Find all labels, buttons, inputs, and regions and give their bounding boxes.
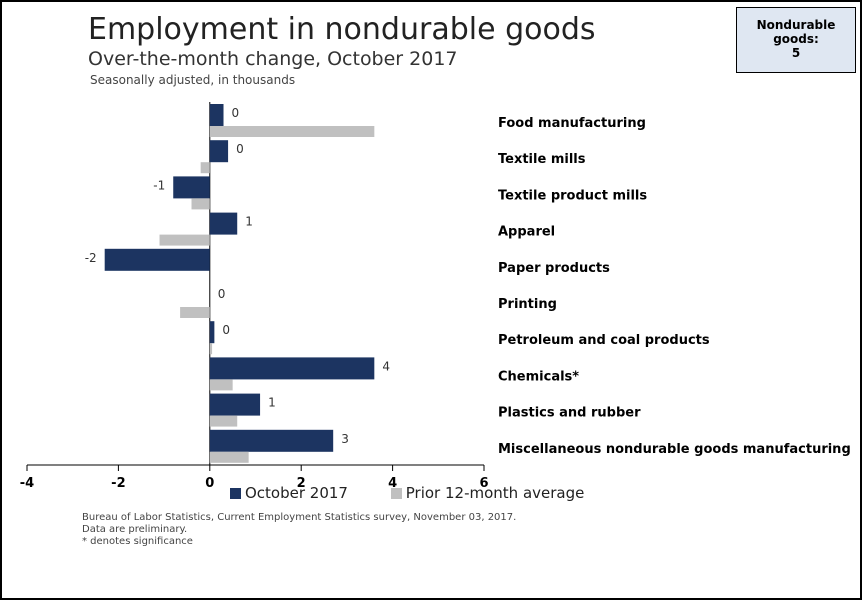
category-label: Petroleum and coal products	[498, 333, 710, 348]
source-notes: Bureau of Labor Statistics, Current Empl…	[82, 512, 516, 548]
bar-prior-average	[209, 451, 249, 463]
significance-note: * denotes significance	[82, 536, 193, 547]
category-label: Paper products	[498, 261, 610, 276]
bar-prior-average	[180, 307, 210, 318]
bar-october	[209, 104, 224, 126]
category-label: Chemicals*	[498, 369, 579, 384]
category-label: Printing	[498, 297, 557, 312]
category-label: Miscellaneous nondurable goods manufactu…	[498, 442, 851, 457]
bar-october	[209, 140, 229, 163]
x-tick-label: -2	[111, 476, 125, 491]
bar-prior-average	[159, 234, 210, 246]
category-label: Textile mills	[498, 152, 586, 167]
chart-subtitle: Over-the-month change, October 2017	[88, 48, 458, 70]
legend: October 2017 Prior 12-month average	[230, 484, 622, 503]
bar-prior-average	[209, 343, 213, 355]
bar-october	[209, 321, 215, 344]
bar-october	[209, 429, 334, 452]
legend-label-october: October 2017	[245, 484, 348, 502]
category-label: Textile product mills	[498, 188, 647, 203]
x-tick-label: 2	[297, 476, 306, 491]
data-label: -2	[85, 251, 97, 265]
data-label: 1	[245, 215, 253, 229]
preliminary-note: Data are preliminary.	[82, 524, 188, 535]
bar-october	[209, 212, 238, 235]
x-tick-label: -4	[20, 476, 34, 491]
callout-line-2: goods:	[773, 32, 819, 46]
data-label: 0	[236, 142, 244, 156]
data-label: 0	[218, 287, 226, 301]
x-tick-label: 6	[479, 476, 488, 491]
bar-october	[209, 357, 375, 380]
source-line: Bureau of Labor Statistics, Current Empl…	[82, 512, 517, 523]
total-callout: Nondurable goods: 5	[736, 7, 856, 73]
bar-prior-average	[209, 415, 238, 427]
bar-prior-average	[191, 198, 210, 210]
data-label: 1	[268, 396, 276, 410]
data-label: 4	[382, 359, 390, 373]
bar-prior-average	[200, 162, 210, 174]
bar-prior-average	[209, 379, 233, 391]
data-label: 0	[232, 106, 240, 120]
chart-note: Seasonally adjusted, in thousands	[90, 73, 296, 87]
data-label: 0	[222, 323, 230, 337]
category-label: Food manufacturing	[498, 116, 646, 131]
data-label: 3	[341, 432, 349, 446]
category-label: Plastics and rubber	[498, 406, 641, 421]
legend-swatch-october	[230, 487, 241, 499]
legend-item-prior-average: Prior 12-month average	[390, 484, 585, 502]
bar-october	[209, 393, 261, 416]
legend-swatch-prior-average	[390, 487, 402, 499]
chart-title: Employment in nondurable goods	[88, 12, 596, 47]
data-label: -1	[153, 178, 165, 192]
legend-item-october: October 2017	[230, 484, 348, 502]
x-tick-label: 0	[205, 476, 214, 491]
bar-october	[173, 176, 210, 199]
category-label: Apparel	[498, 225, 555, 240]
legend-label-prior-average: Prior 12-month average	[405, 484, 585, 502]
x-tick-label: 4	[388, 476, 397, 491]
bar-prior-average	[209, 126, 375, 137]
callout-line-1: Nondurable	[756, 18, 836, 32]
callout-value: 5	[791, 46, 801, 60]
bar-october	[104, 248, 210, 271]
bar-chart: -4 -2 0 2 4 6 0 Food manufacturing 0 Textile mill…	[20, 102, 851, 491]
